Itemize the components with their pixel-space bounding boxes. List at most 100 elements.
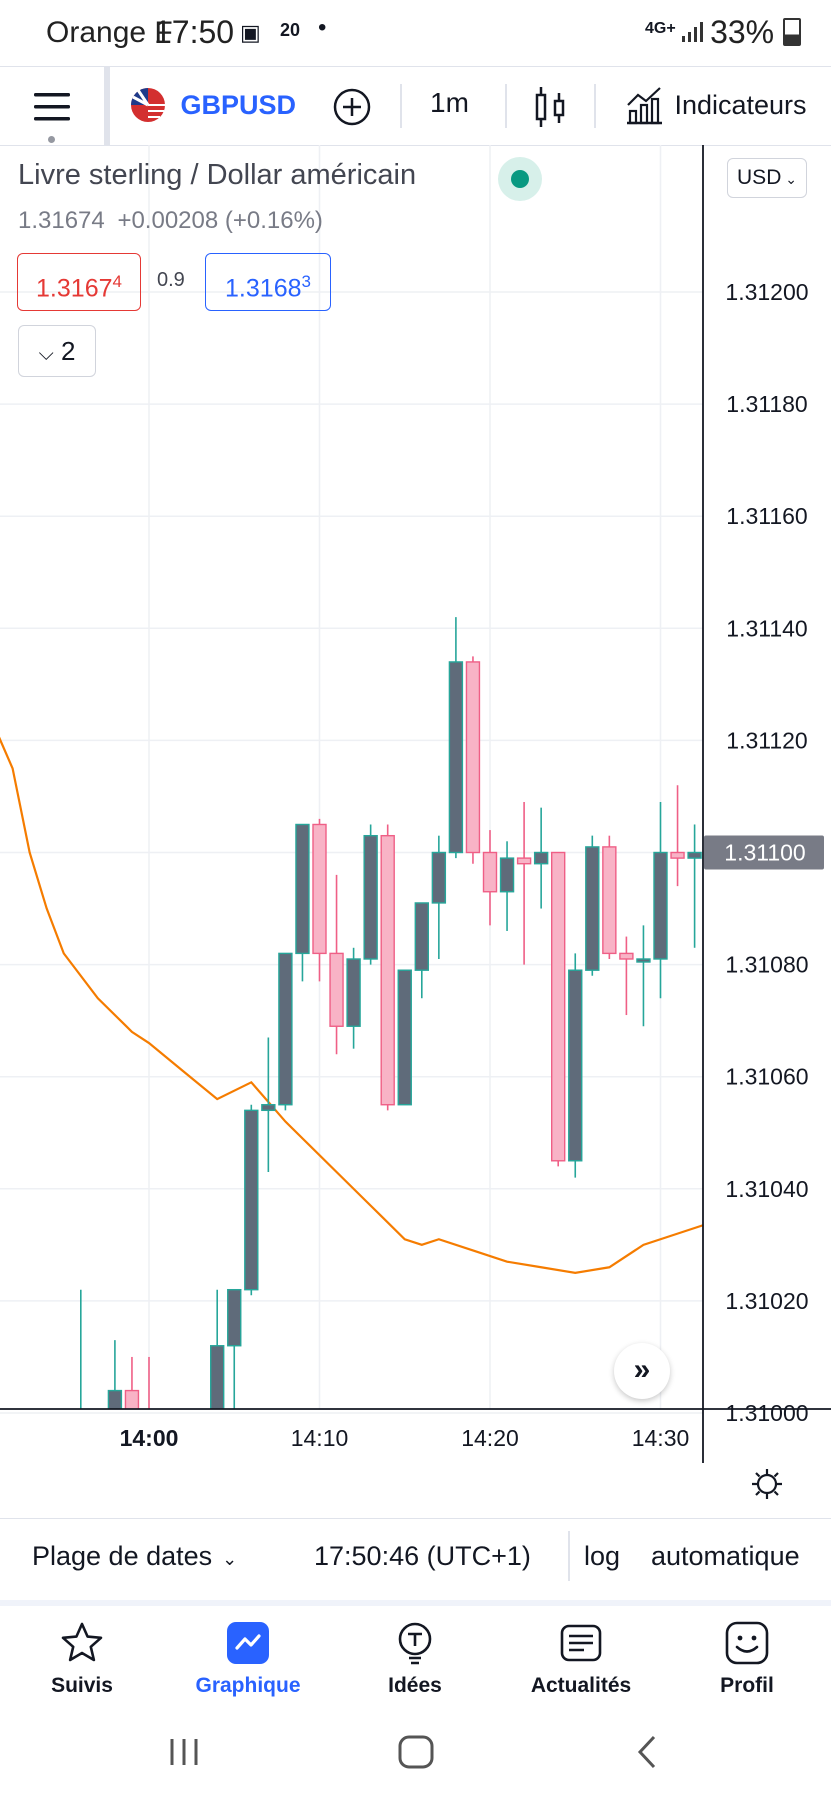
candle-body: [499, 857, 515, 893]
currency-selector[interactable]: USD ⌄: [727, 158, 807, 198]
candle-body: [397, 969, 412, 1106]
flag-icon: [131, 88, 165, 122]
price-tick-label: 1.31120: [726, 727, 807, 753]
current-price-badge: [704, 835, 824, 870]
candle-body: [670, 851, 685, 859]
nav-label: Idées: [388, 1674, 442, 1697]
battery-label: 33%: [710, 14, 801, 51]
time-tick-label: 14:20: [461, 1425, 519, 1451]
settings-icon[interactable]: [750, 1467, 784, 1501]
candle-body: [448, 661, 464, 854]
price-chart[interactable]: 1.31200 1.31180 1.31160 1.31140 1.31120 1.311…: [0, 145, 831, 1463]
price-tick-label: 1.31040: [725, 1176, 808, 1202]
auto-scale-toggle[interactable]: automatique: [651, 1541, 800, 1571]
notification-icon: 20: [280, 20, 301, 40]
nav-label: Profil: [720, 1674, 774, 1697]
candle-body: [533, 851, 549, 865]
clock-label: 17:50: [154, 14, 235, 50]
indicators-label: Indicateurs: [674, 89, 807, 120]
add-symbol-icon[interactable]: [332, 87, 372, 127]
spread-value: 0.9: [157, 269, 185, 291]
chart-toolbar: GBPUSD 1m Indicateurs: [0, 66, 831, 146]
network-label: 4G+: [645, 20, 676, 37]
profile-icon: [725, 1621, 769, 1665]
candles-icon[interactable]: [530, 85, 570, 129]
nav-label: Actualités: [530, 1674, 632, 1697]
sell-button[interactable]: 1.31674: [17, 253, 141, 311]
time-tick-label: 14:30: [632, 1425, 690, 1451]
gallery-icon: ▣: [240, 20, 261, 45]
idea-icon: [398, 1622, 432, 1665]
price-tick-label: 1.31080: [725, 952, 808, 978]
symbol-selector[interactable]: GBPUSD: [128, 85, 296, 127]
star-icon: [61, 1622, 103, 1662]
time-tick-label: 14:00: [120, 1425, 179, 1451]
candle-body: [414, 902, 429, 971]
candle-body: [551, 851, 566, 1162]
double-chevron-right-icon: »: [633, 1353, 651, 1386]
symbol-label: GBPUSD: [180, 89, 296, 120]
price-tick-label: 1.31060: [725, 1064, 808, 1090]
nav-news[interactable]: Actualités: [521, 1620, 641, 1698]
candle-body: [363, 834, 378, 960]
price-tick-label: 1.31020: [725, 1288, 808, 1314]
nav-ideas[interactable]: Idées: [355, 1620, 475, 1698]
recent-apps-icon[interactable]: [166, 1735, 202, 1769]
chart-area[interactable]: 1.31200 1.31180 1.31160 1.31140 1.31120 1.311…: [0, 145, 831, 1499]
interval-button[interactable]: 1m: [430, 87, 469, 118]
candle-body: [585, 846, 600, 971]
time-tick-label: 14:10: [291, 1425, 349, 1451]
candle-body: [465, 661, 481, 854]
price-change: +0.00208 (+0.16%): [117, 207, 323, 234]
clock-timezone[interactable]: 17:50:46 (UTC+1): [314, 1541, 531, 1571]
price-tick-label: 1.31000: [725, 1400, 808, 1426]
indicator-count: 2: [60, 336, 76, 366]
chevron-down-icon: ⌵: [38, 343, 54, 365]
menu-icon: [34, 93, 70, 121]
price-tick-label: 1.31160: [726, 503, 807, 529]
candle-body: [346, 958, 361, 1027]
date-range-button[interactable]: Plage de dates ⌄: [32, 1541, 238, 1571]
signal-icon: [682, 22, 703, 42]
scroll-to-realtime-button[interactable]: »: [614, 1343, 670, 1399]
candle-body: [568, 969, 583, 1162]
back-icon[interactable]: [632, 1733, 662, 1771]
carrier-label: Orange F: [46, 16, 173, 49]
candle-body: [244, 1109, 259, 1291]
candle-body: [227, 1288, 242, 1347]
current-price-label: 1.31100: [724, 840, 805, 866]
log-toggle[interactable]: log: [584, 1541, 621, 1571]
collapse-indicators-button[interactable]: ⌵ 2: [18, 325, 96, 377]
chart-icon: [227, 1622, 269, 1664]
status-bar: Orange F 17:50 ▣ 20 • 4G+ 33%: [0, 0, 831, 64]
candle-body: [261, 1104, 276, 1112]
candle-body: [209, 1345, 225, 1409]
price-tick-label: 1.31180: [726, 391, 807, 417]
dot-icon: •: [318, 14, 327, 41]
nav-chart[interactable]: Graphique: [188, 1620, 308, 1698]
candle-body: [278, 952, 293, 1106]
chevron-down-icon: ⌄: [781, 171, 797, 187]
nav-label: Suivis: [51, 1674, 113, 1697]
candle-body: [482, 851, 498, 893]
market-status[interactable]: [498, 157, 542, 201]
home-icon[interactable]: [396, 1733, 436, 1771]
menu-button[interactable]: [32, 87, 72, 143]
candle-body: [295, 823, 310, 955]
date-range-bar: Plage de dates ⌄ 17:50:46 (UTC+1) log aut…: [0, 1518, 831, 1595]
candle-body: [312, 823, 327, 955]
nav-profile[interactable]: Profil: [687, 1620, 807, 1698]
news-icon: [560, 1624, 602, 1662]
price-tick-label: 1.31200: [725, 279, 808, 305]
chevron-down-icon: ⌄: [222, 1549, 238, 1569]
buy-button[interactable]: 1.31683: [205, 253, 331, 311]
candle-body: [107, 1389, 123, 1409]
last-price: 1.31674: [18, 207, 105, 234]
moving-average-line: [0, 736, 703, 1274]
candle-body: [431, 851, 447, 904]
candle-body: [380, 834, 395, 1106]
nav-watchlist[interactable]: Suivis: [22, 1620, 142, 1698]
indicators-button[interactable]: Indicateurs: [624, 85, 831, 125]
candle-body: [124, 1389, 140, 1409]
price-tick-label: 1.31140: [726, 615, 807, 641]
